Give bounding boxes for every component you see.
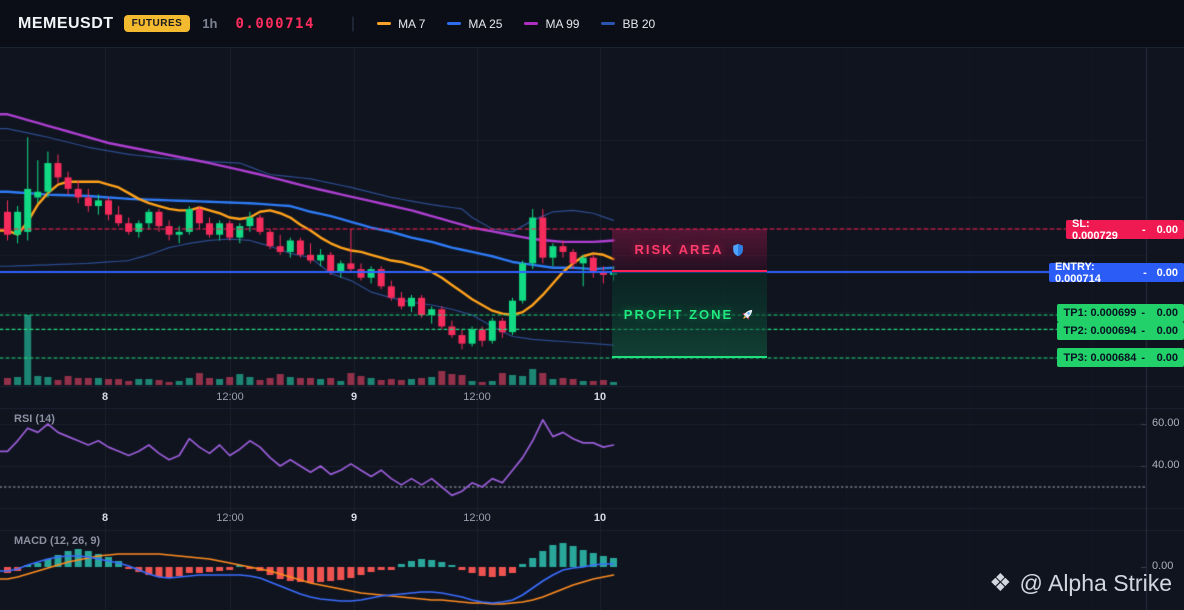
symbol-title: MEMEUSDT [18, 14, 114, 32]
time-tick: 9 [350, 391, 358, 403]
time-tick: 10 [593, 391, 607, 403]
time-tick: 12:00 [463, 512, 491, 524]
time-tick: 8 [101, 512, 109, 524]
take-profit-3-tag[interactable]: TP3: 0.000684-0.00 [1057, 348, 1184, 367]
take-profit-1-tag[interactable]: TP1: 0.000699-0.00 [1057, 304, 1184, 322]
shield-icon [731, 243, 745, 257]
legend-item-ma99[interactable]: MA 99 [524, 17, 579, 31]
bb20-color-dash-icon [601, 22, 616, 25]
rsi-tick-60: 60.00 [1152, 417, 1180, 429]
stop-loss-tag[interactable]: SL: 0.000729-0.00 [1066, 218, 1184, 242]
top-bar: MEMEUSDT FUTURES 1h 0.000714 | MA 7 MA 2… [0, 0, 1184, 48]
profit-zone-label: PROFIT ZONE [624, 307, 755, 322]
risk-area-zone: RISK AREA [612, 229, 767, 272]
time-tick: 12:00 [463, 391, 491, 403]
time-tick: 12:00 [216, 512, 244, 524]
time-tick: 8 [101, 391, 109, 403]
rocket-icon [740, 307, 755, 322]
legend-item-bb20[interactable]: BB 20 [601, 17, 655, 31]
ma99-color-dash-icon [524, 22, 539, 25]
macd-tick-0: 0.00 [1152, 560, 1174, 572]
watermark-text: @ Alpha Strike [1019, 570, 1172, 596]
profit-zone: PROFIT ZONE [612, 272, 767, 358]
rsi-tick-40: 40.00 [1152, 459, 1180, 471]
legend-item-ma7[interactable]: MA 7 [377, 17, 425, 31]
entry-price-tag[interactable]: ENTRY: 0.000714-0.00 [1049, 261, 1184, 285]
time-tick: 10 [593, 512, 607, 524]
macd-panel-title: MACD (12, 26, 9) [14, 535, 101, 547]
take-profit-2-tag[interactable]: TP2: 0.000694-0.00 [1057, 322, 1184, 340]
ma25-color-dash-icon [447, 22, 462, 25]
binance-logo-icon: ❖ [989, 569, 1012, 597]
legend-item-ma25[interactable]: MA 25 [447, 17, 502, 31]
risk-area-label: RISK AREA [634, 242, 744, 257]
time-tick: 9 [350, 512, 358, 524]
watermark: ❖ @ Alpha Strike [989, 570, 1172, 597]
futures-badge: FUTURES [123, 15, 191, 32]
legend-separator: | [350, 14, 356, 32]
rsi-panel-title: RSI (14) [14, 413, 55, 425]
ma7-color-dash-icon [377, 22, 392, 25]
time-tick: 12:00 [216, 391, 244, 403]
timeframe-selector[interactable]: 1h [202, 16, 218, 31]
last-price: 0.000714 [235, 15, 315, 32]
